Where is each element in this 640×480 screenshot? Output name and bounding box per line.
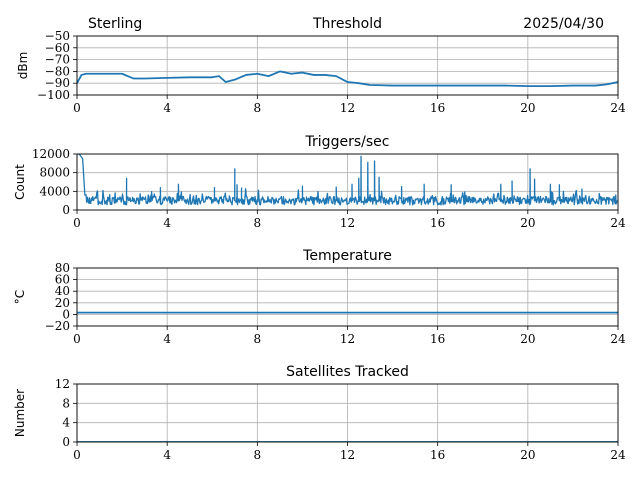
x-tick-label: 8 — [254, 448, 262, 462]
x-tick-label: 20 — [520, 332, 535, 346]
y-tick-label: −70 — [45, 53, 70, 67]
x-tick-label: 4 — [163, 101, 171, 115]
x-tick-label: 4 — [163, 448, 171, 462]
x-tick-label: 8 — [254, 101, 262, 115]
x-tick-label: 0 — [73, 332, 81, 346]
y-tick-label: −80 — [45, 64, 70, 78]
panel-2: 0 4 8 12 16 20 24 0 4000 8000 12000 Triggers/sec Cou… — [13, 134, 626, 230]
y-tick-label: 8 — [62, 396, 70, 410]
x-tick-label: 16 — [430, 332, 445, 346]
x-tick-label: 24 — [610, 332, 626, 346]
panel-title: Satellites Tracked — [286, 364, 409, 380]
x-tick-label: 20 — [520, 216, 535, 230]
x-tick-label: 20 — [520, 101, 535, 115]
x-tick-label: 12 — [340, 448, 355, 462]
y-tick-label: 20 — [55, 296, 70, 310]
x-tick-label: 4 — [163, 216, 171, 230]
y-tick-label: 0 — [62, 435, 70, 449]
x-tick-label: 8 — [254, 332, 262, 346]
y-tick-label: 4 — [62, 416, 70, 430]
panel-title: Temperature — [302, 248, 392, 264]
y-axis-label: °C — [13, 290, 27, 304]
y-tick-label: −60 — [45, 41, 70, 55]
x-tick-label: 0 — [73, 101, 81, 115]
series-line-1 — [77, 70, 618, 88]
y-tick-label: 12000 — [32, 147, 70, 161]
x-tick-label: 24 — [610, 216, 626, 230]
x-tick-label: 24 — [610, 448, 626, 462]
date-label: 2025/04/30 — [523, 16, 604, 32]
x-tick-label: 12 — [340, 216, 355, 230]
x-tick-label: 16 — [430, 101, 445, 115]
station-label: Sterling — [88, 16, 142, 32]
x-tick-label: 0 — [73, 216, 81, 230]
panel-1: 0 4 8 12 16 20 24 −100−90−80−70−60−50 Threshold d… — [16, 16, 626, 115]
y-axis-label: dBm — [16, 52, 30, 80]
x-tick-label: 16 — [430, 216, 445, 230]
y-tick-label: 4000 — [39, 184, 70, 198]
x-tick-label: 24 — [610, 101, 626, 115]
series-line-2 — [77, 154, 618, 206]
y-tick-label: −50 — [45, 29, 70, 43]
y-axis-label: Number — [13, 389, 27, 437]
y-tick-label: −20 — [45, 319, 70, 333]
x-tick-label: 0 — [73, 448, 81, 462]
y-tick-label: 8000 — [39, 166, 70, 180]
y-tick-label: 0 — [62, 307, 70, 321]
x-tick-label: 20 — [520, 448, 535, 462]
x-tick-label: 8 — [254, 216, 262, 230]
y-axis-label: Count — [13, 164, 27, 200]
panel-title: Triggers/sec — [305, 134, 390, 150]
x-tick-label: 16 — [430, 448, 445, 462]
y-tick-label: −100 — [37, 88, 70, 102]
y-tick-label: 12 — [55, 377, 70, 391]
y-tick-label: 60 — [55, 273, 70, 287]
y-tick-label: −90 — [45, 76, 70, 90]
x-tick-label: 4 — [163, 332, 171, 346]
y-tick-label: 40 — [55, 284, 70, 298]
y-tick-label: 0 — [62, 203, 70, 217]
panel-4: 0 4 8 12 16 20 24 0 4 8 12 Satellites Tracked Number — [13, 364, 626, 462]
y-tick-label: 80 — [55, 261, 70, 275]
panel-title: Threshold — [312, 16, 382, 32]
x-tick-label: 12 — [340, 101, 355, 115]
x-tick-label: 12 — [340, 332, 355, 346]
